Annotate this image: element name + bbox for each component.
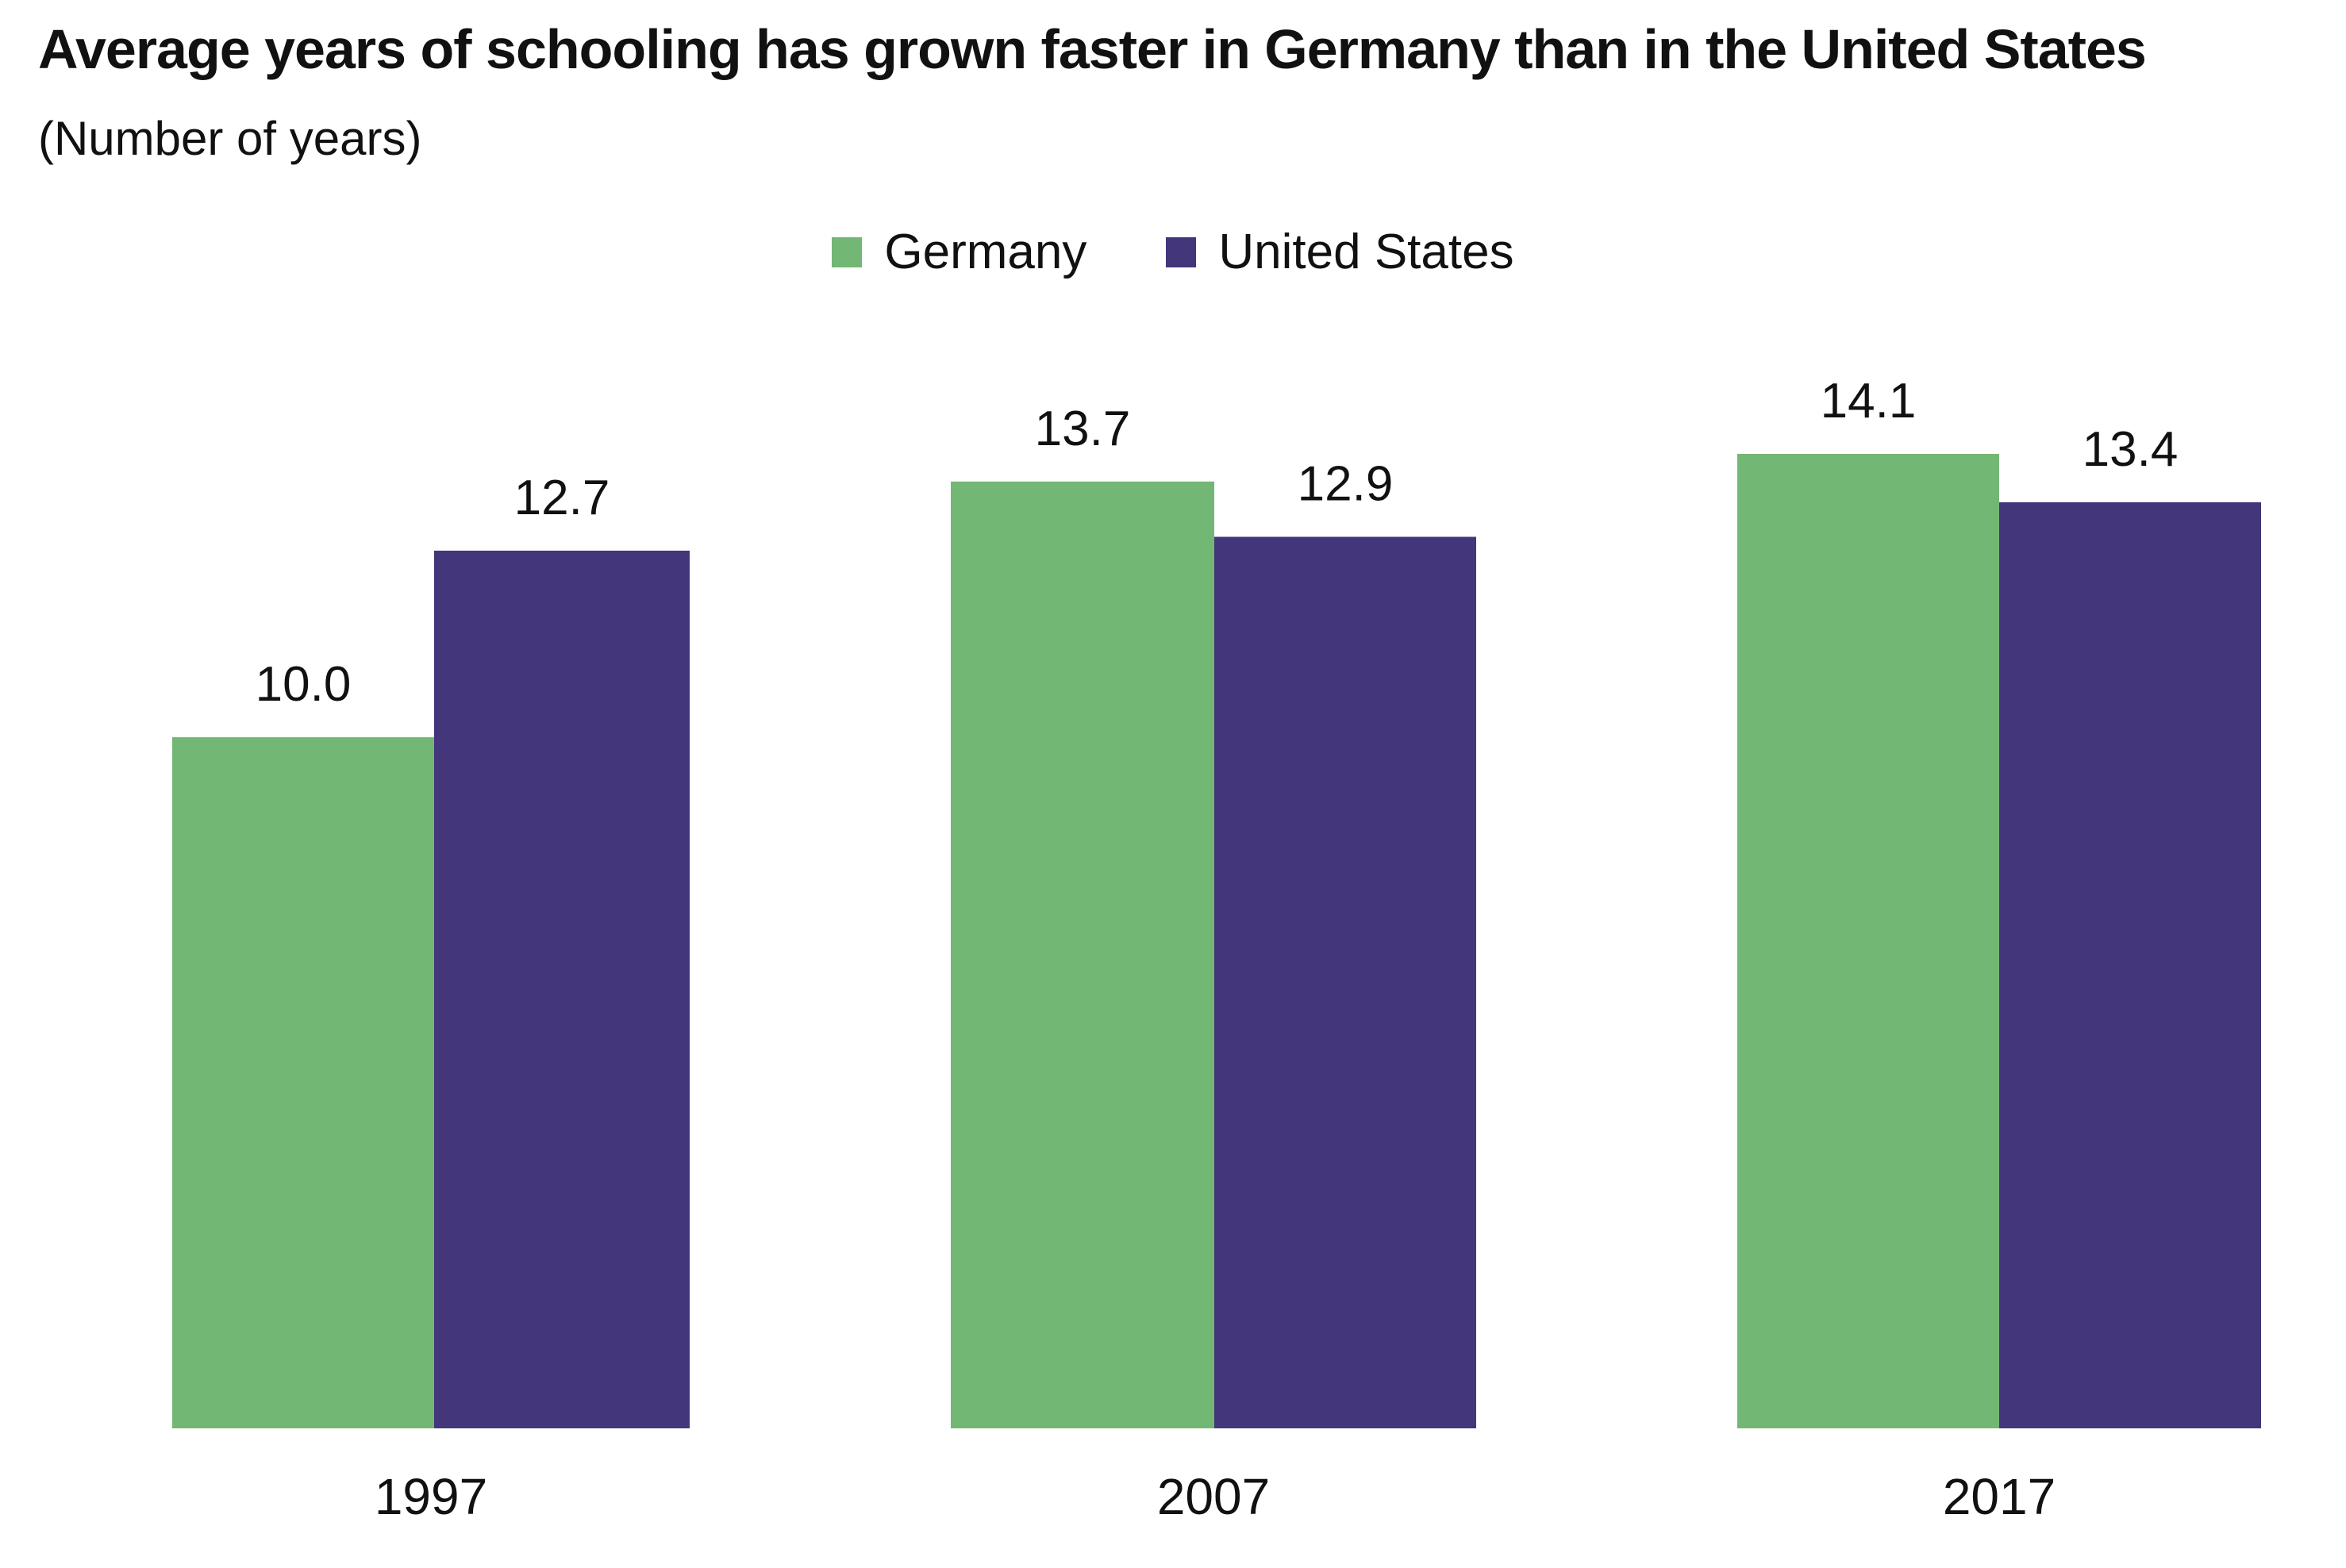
legend-label-united-states: United States xyxy=(1218,225,1514,279)
legend-item-germany: Germany xyxy=(832,224,1086,280)
legend-swatch-united-states xyxy=(1166,236,1197,267)
bar-united-states-1997 xyxy=(434,550,690,1428)
data-label-germany-2017: 14.1 xyxy=(1821,374,1917,429)
x-tick-label-2017: 2017 xyxy=(1943,1468,2056,1525)
bar-germany-2007 xyxy=(951,481,1214,1428)
bar-united-states-2017 xyxy=(1999,502,2261,1428)
legend-label-germany: Germany xyxy=(884,225,1087,279)
legend-item-united-states: United States xyxy=(1166,224,1514,280)
chart-title: Average years of schooling has grown fas… xyxy=(38,18,2147,80)
x-tick-label-1997: 1997 xyxy=(375,1468,487,1525)
bar-united-states-2007 xyxy=(1214,536,1476,1428)
bar-germany-1997 xyxy=(172,737,434,1428)
legend-swatch-germany xyxy=(832,236,863,267)
x-tick-label-2007: 2007 xyxy=(1157,1468,1270,1525)
data-label-united-states-2017: 13.4 xyxy=(2083,422,2179,477)
data-label-united-states-1997: 12.7 xyxy=(514,471,610,525)
data-label-germany-2007: 13.7 xyxy=(1035,402,1131,456)
bar-germany-2017 xyxy=(1737,454,1999,1428)
data-label-germany-1997: 10.0 xyxy=(256,657,352,712)
chart-subtitle: (Number of years) xyxy=(38,112,422,165)
data-label-united-states-2007: 12.9 xyxy=(1298,457,1394,512)
legend: Germany United States xyxy=(0,224,2346,280)
